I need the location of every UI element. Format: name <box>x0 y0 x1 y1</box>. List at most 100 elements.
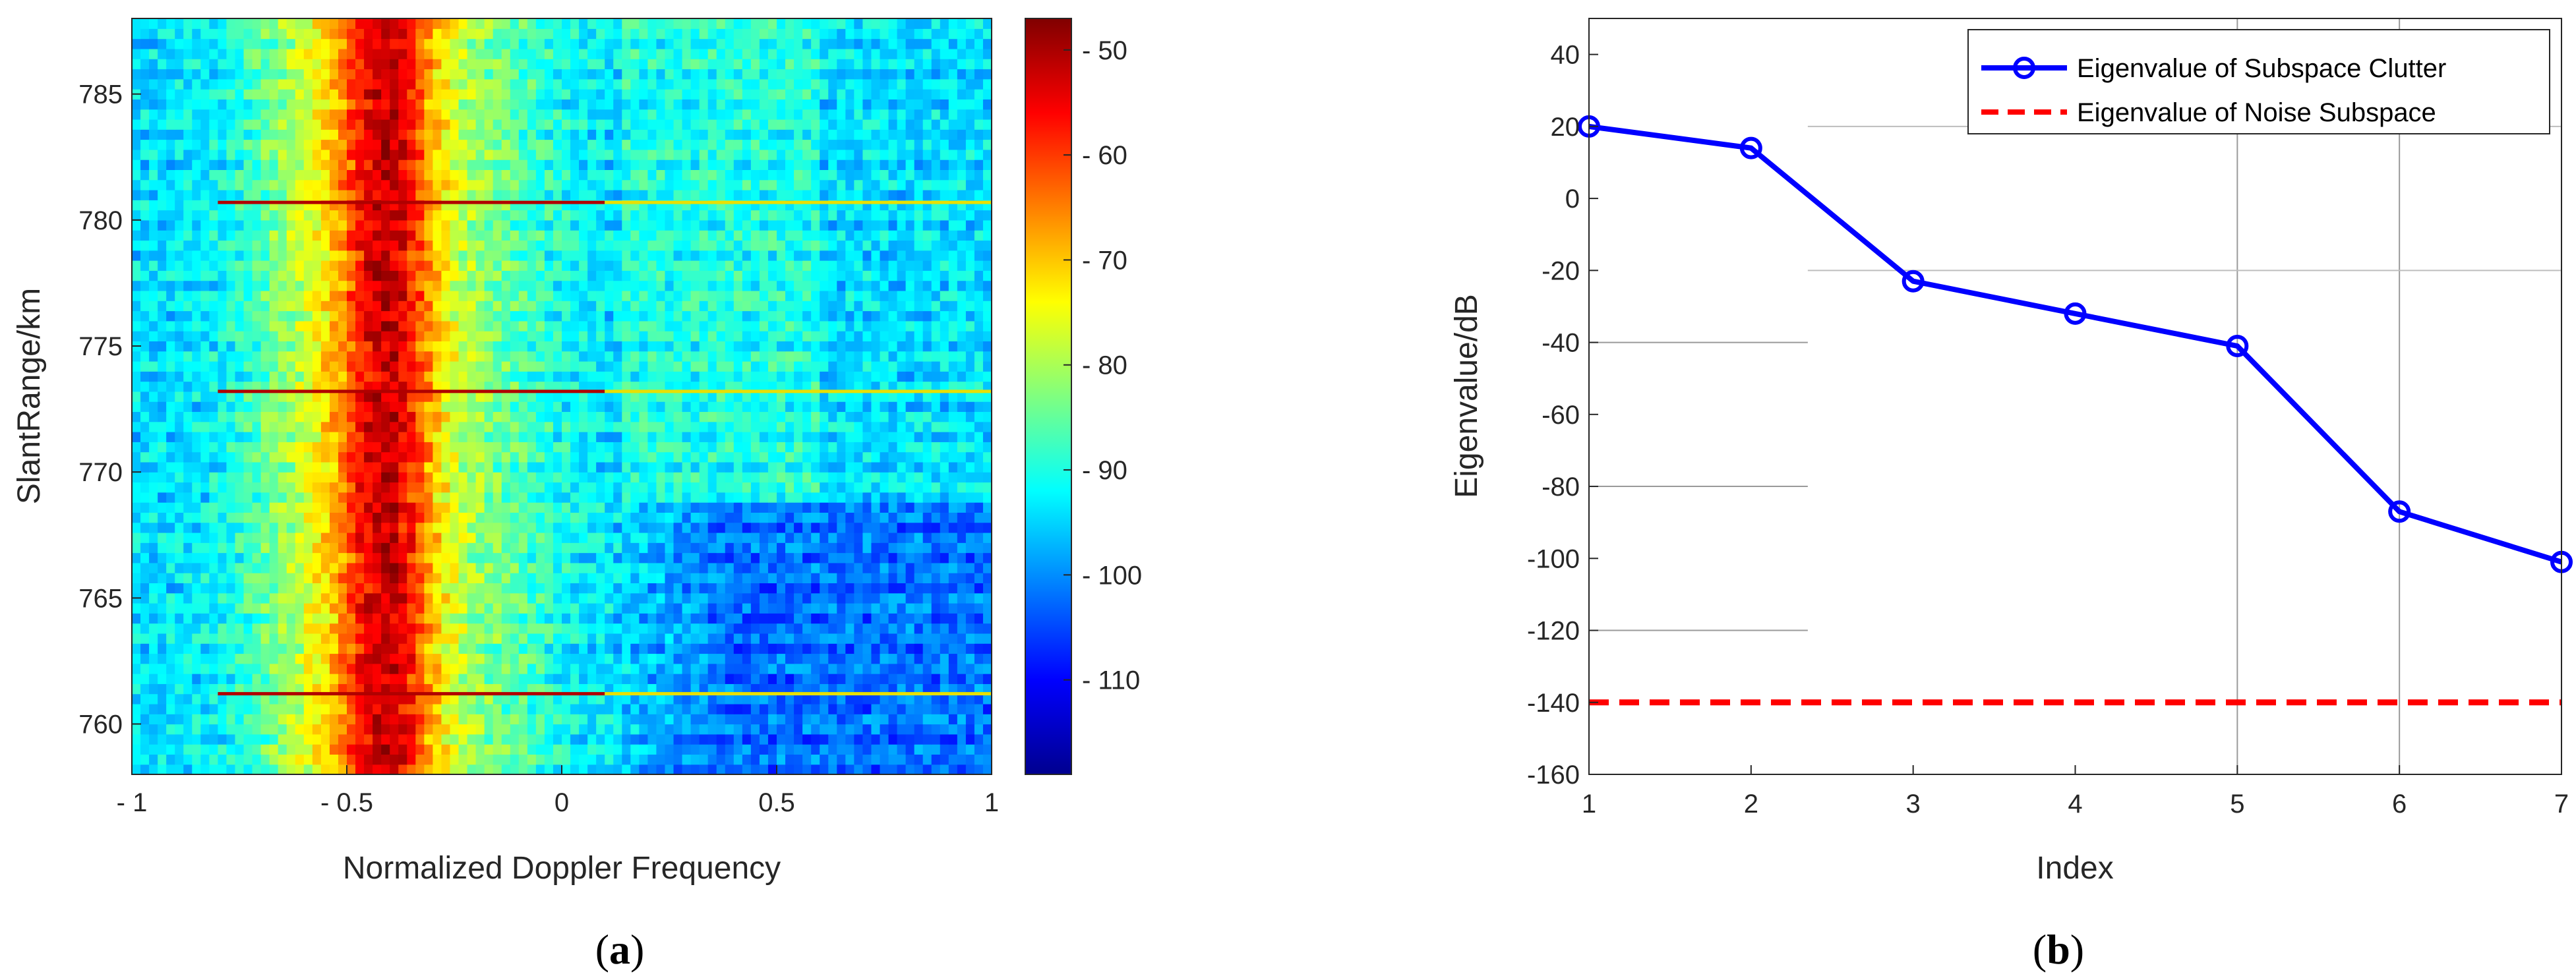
heatmap-cell <box>897 442 907 453</box>
heatmap-cell <box>854 573 863 584</box>
heatmap-cell <box>140 613 150 624</box>
heatmap-cell <box>707 442 717 453</box>
heatmap-cell <box>381 502 390 513</box>
heatmap-cell <box>226 592 236 604</box>
heatmap-cell <box>897 674 907 684</box>
heatmap-cell <box>484 320 494 331</box>
heatmap-cell <box>940 653 949 664</box>
heatmap-cell <box>587 683 597 695</box>
heatmap-cell <box>415 492 425 503</box>
heatmap-cell <box>639 391 648 402</box>
heatmap-cell <box>450 693 460 705</box>
heatmap-cell <box>544 432 554 442</box>
heatmap-cell <box>914 290 924 301</box>
heatmap-cell <box>286 401 296 413</box>
heatmap-cell <box>905 341 915 352</box>
heatmap-cell <box>982 331 992 341</box>
heatmap-cell <box>175 301 184 312</box>
heatmap-cell <box>398 714 407 725</box>
heatmap-cell <box>587 461 597 473</box>
heatmap-cell <box>200 461 210 473</box>
heatmap-cell <box>278 583 287 594</box>
heatmap-cell <box>467 754 477 765</box>
heatmap-cell <box>785 734 794 745</box>
heatmap-cell <box>682 674 692 684</box>
heatmap-cell <box>192 583 201 594</box>
heatmap-cell <box>716 301 726 312</box>
heatmap-cell <box>535 270 545 281</box>
heatmap-cell <box>226 744 236 755</box>
heatmap-cell <box>158 734 167 745</box>
heatmap-cell <box>570 432 580 442</box>
heatmap-cell <box>802 310 812 322</box>
heatmap-cell <box>381 674 390 684</box>
heatmap-cell <box>630 623 640 634</box>
heatmap-cell <box>493 472 502 483</box>
heatmap-cell <box>622 532 631 543</box>
heatmap-cell <box>312 674 322 684</box>
heatmap-cell <box>880 492 889 503</box>
heatmap-cell <box>570 552 580 563</box>
heatmap-cell <box>535 331 545 341</box>
heatmap-cell <box>450 714 460 725</box>
heatmap-cell <box>140 674 150 684</box>
heatmap-cell <box>303 653 313 664</box>
heatmap-cell <box>596 522 605 533</box>
heatmap-cell <box>501 270 511 281</box>
heatmap-cell <box>673 573 683 584</box>
heatmap-cell <box>750 351 760 362</box>
heatmap-cell <box>373 482 382 493</box>
heatmap-cell <box>682 583 692 594</box>
heatmap-cell <box>742 320 752 331</box>
heatmap-cell <box>484 331 494 341</box>
heatmap-cell <box>622 562 631 573</box>
heatmap-cell <box>914 492 924 503</box>
heatmap-cell <box>373 512 382 523</box>
heatmap-cell <box>931 442 941 453</box>
heatmap-cell <box>820 734 829 745</box>
heatmap-cell <box>415 714 425 725</box>
heatmap-cell <box>329 512 339 523</box>
heatmap-cell <box>183 472 193 483</box>
heatmap-cell <box>252 301 262 312</box>
heatmap-cell <box>767 633 777 644</box>
heatmap-cell <box>407 320 416 331</box>
heatmap-cell <box>837 472 846 483</box>
heatmap-cell <box>914 360 924 372</box>
heatmap-cell <box>957 573 967 584</box>
heatmap-cell <box>957 643 967 654</box>
heatmap-cell <box>562 401 571 413</box>
heatmap-cell <box>716 401 726 413</box>
heatmap-cell <box>914 472 924 483</box>
heatmap-cell <box>320 381 330 392</box>
heatmap-cell <box>957 714 967 725</box>
heatmap-cell <box>699 492 709 503</box>
heatmap-cell <box>707 583 717 594</box>
heatmap-cell <box>965 573 975 584</box>
heatmap-cell <box>338 502 347 513</box>
heatmap-cell <box>854 290 863 301</box>
heatmap-cell <box>320 320 330 331</box>
heatmap-cell <box>750 703 760 714</box>
heatmap-cell <box>252 290 262 301</box>
heatmap-cell <box>510 472 520 483</box>
heatmap-cell <box>811 270 820 281</box>
heatmap-cell <box>974 482 984 493</box>
heatmap-cell <box>475 401 485 413</box>
heatmap-cell <box>510 290 520 301</box>
heatmap-cell <box>690 442 700 453</box>
heatmap-cell <box>433 754 442 765</box>
heatmap-cell <box>501 623 511 634</box>
heatmap-cell <box>605 502 614 513</box>
heatmap-cell <box>845 270 854 281</box>
heatmap-cell <box>690 633 700 644</box>
heatmap-cell <box>218 674 227 684</box>
heatmap-cell <box>562 391 571 402</box>
heatmap-cell <box>854 542 863 554</box>
heatmap-cell <box>278 744 287 755</box>
heatmap-cell <box>209 532 218 543</box>
heatmap-cell <box>235 371 245 382</box>
heatmap-cell <box>544 754 554 765</box>
heatmap-cell <box>759 270 769 281</box>
heatmap-cell <box>965 754 975 765</box>
